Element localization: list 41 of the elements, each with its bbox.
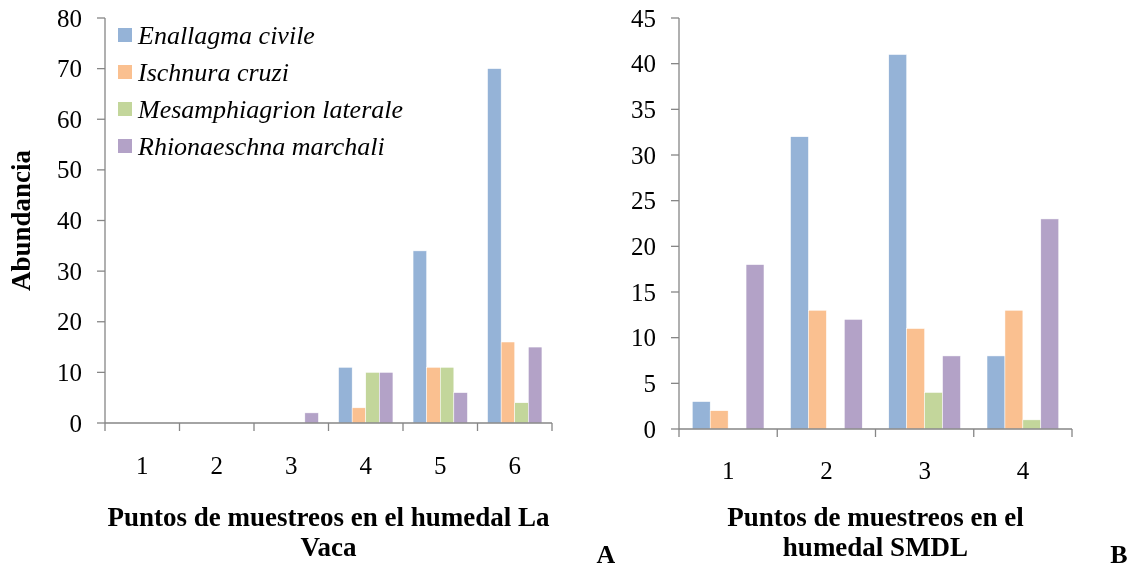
x-tick-label: 6 [508,452,521,479]
y-tick-label: 60 [57,105,82,133]
legend-label: Mesamphiagrion laterale [137,94,404,124]
y-tick-label: 20 [631,232,656,260]
bar [745,264,765,430]
y-tick-label: 5 [643,369,656,397]
y-tick-label: 20 [57,308,82,336]
y-tick-label: 40 [631,50,656,78]
y-tick-label: 35 [631,95,656,123]
y-tick-label: 30 [57,257,82,285]
y-tick-label: 10 [57,358,82,386]
y-tick-label: 0 [69,409,82,437]
y-tick-label: 40 [57,207,82,234]
y-tick-label: 70 [57,55,82,83]
legend-label: Ischnura cruzi [137,57,289,87]
y-tick-label: 80 [57,4,82,32]
y-tick-label: 30 [631,141,656,169]
y-tick-label: 0 [643,415,656,443]
x-tick-label: 2 [210,452,223,479]
y-tick-label: 15 [631,278,656,306]
y-tick-label: 10 [631,324,656,352]
x-tick-label: 4 [359,452,373,479]
x-tick-label: 3 [285,452,298,479]
x-tick-label: 1 [721,457,735,484]
x-tick-label: 4 [1016,457,1030,484]
bar [304,412,319,424]
legend-label: Rhionaeschna marchali [137,131,385,161]
y-axis-title: Abundancia [6,149,36,292]
x-tick-label: 2 [820,457,833,484]
x-tick-label: 5 [434,452,447,479]
x-axis-title: Puntos de muestreos en el humedal SMDL [727,502,1025,562]
bar [844,319,863,430]
text: B [1110,540,1128,567]
y-tick-label: 25 [631,187,656,215]
x-tick-label: 3 [918,457,931,484]
y-tick-label: 50 [57,156,82,184]
x-tick-label: 1 [136,452,149,479]
legend-label: Enallagma civile [137,20,315,50]
text: A [596,540,616,567]
x-axis-title: Puntos de muestreos en el humedal La Vaca [107,502,550,562]
y-tick-label: 45 [631,4,656,32]
